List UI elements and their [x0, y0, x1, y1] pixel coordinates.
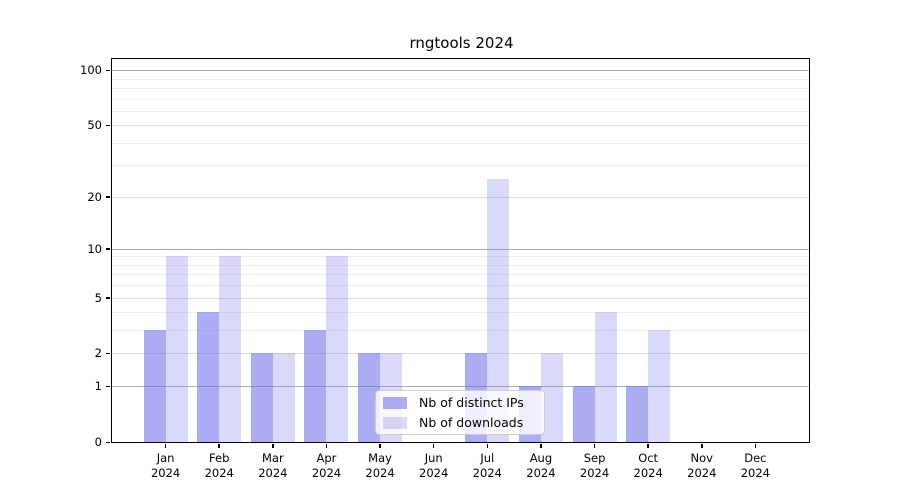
bar-downloads	[648, 330, 671, 442]
x-tick-year: 2024	[633, 466, 663, 480]
y-tick-label: 0	[94, 435, 102, 449]
plot-area: 0 1 2 5 10 20 50 100 Jan 2024 Feb 2024 Mar 2024 Apr 202…	[80, 58, 810, 480]
legend-entry-downloads: Nb of downloads	[383, 415, 544, 430]
gridline-minor	[112, 78, 809, 80]
gridline-minor	[112, 312, 809, 314]
y-tick-label: 1	[94, 379, 102, 394]
gridline-minor	[112, 256, 809, 258]
x-tick-mark	[540, 443, 542, 448]
y-tick-mark	[106, 69, 111, 72]
x-tick-year: 2024	[526, 466, 556, 480]
x-tick-label: Jan 2024	[134, 451, 198, 481]
y-tick-mark	[106, 297, 111, 299]
legend-label-distinct-ips: Nb of distinct IPs	[419, 395, 524, 410]
legend: Nb of distinct IPs Nb of downloads	[375, 390, 545, 435]
x-tick-label: Apr 2024	[294, 451, 358, 481]
x-tick-mark	[754, 443, 757, 448]
bar-downloads	[594, 312, 617, 442]
bar-distinct-ips	[304, 330, 327, 442]
gridline-minor	[112, 110, 809, 112]
x-tick-label: Nov 2024	[670, 451, 734, 481]
y-tick-mark	[106, 196, 111, 198]
x-tick-mark	[701, 443, 703, 448]
x-tick-mark	[432, 443, 435, 448]
y-tick-mark	[106, 248, 111, 250]
x-tick-year: 2024	[365, 466, 395, 480]
bar-distinct-ips	[572, 386, 595, 442]
x-tick-label: Aug 2024	[509, 451, 573, 481]
bar-distinct-ips	[197, 312, 220, 442]
y-tick-label: 5	[94, 290, 102, 305]
legend-label-downloads: Nb of downloads	[419, 415, 524, 430]
x-tick-mark	[325, 443, 328, 448]
gridline-minor	[112, 285, 809, 287]
bar-distinct-ips	[250, 353, 273, 442]
x-tick-mark	[647, 443, 649, 448]
gridline-minor	[112, 87, 809, 89]
x-tick-year: 2024	[579, 466, 610, 480]
y-tick-label: 100	[80, 63, 102, 78]
bar-distinct-ips	[358, 353, 381, 442]
bar-downloads	[540, 353, 563, 442]
gridline-major	[112, 125, 809, 127]
x-tick-mark	[593, 443, 596, 448]
x-tick-label: May 2024	[348, 451, 412, 481]
x-tick-year: 2024	[204, 466, 234, 480]
gridline-minor	[112, 98, 809, 100]
y-tick-label: 20	[87, 189, 102, 204]
y-tick-mark	[106, 124, 111, 127]
legend-swatch-downloads	[383, 416, 407, 429]
x-tick-mark	[218, 443, 220, 448]
gridline-minor	[112, 274, 809, 276]
bar-downloads	[165, 256, 188, 442]
gridline-major	[112, 353, 809, 355]
x-tick-label: Dec 2024	[723, 451, 787, 481]
gridline-major	[112, 70, 809, 72]
y-tick-mark	[106, 385, 111, 388]
gridline-minor	[112, 142, 809, 144]
y-tick-mark	[106, 441, 111, 443]
chart-title: rngtools 2024	[409, 34, 514, 52]
x-tick-year: 2024	[258, 466, 288, 480]
x-tick-year: 2024	[150, 466, 181, 480]
bar-distinct-ips	[626, 386, 649, 442]
x-tick-year: 2024	[311, 466, 342, 480]
x-tick-mark	[272, 443, 274, 448]
x-tick-label: Jul 2024	[455, 451, 519, 481]
x-tick-mark	[379, 443, 381, 448]
x-tick-year: 2024	[687, 466, 717, 480]
y-tick-label: 10	[87, 241, 102, 256]
x-tick-mark	[486, 443, 489, 448]
legend-entry-distinct-ips: Nb of distinct IPs	[383, 395, 544, 410]
gridline-major	[112, 297, 809, 299]
bar-distinct-ips	[143, 330, 166, 442]
legend-swatch-distinct-ips	[383, 396, 407, 409]
x-tick-mark	[164, 443, 167, 448]
y-tick-label: 2	[94, 346, 102, 361]
x-tick-label: Oct 2024	[616, 451, 680, 481]
gridline-minor	[112, 165, 809, 167]
gridline-major	[112, 386, 809, 388]
x-tick-label: Jun 2024	[402, 451, 466, 481]
x-tick-label: Mar 2024	[241, 451, 305, 481]
y-tick-label: 50	[87, 118, 102, 133]
x-tick-year: 2024	[740, 466, 771, 480]
bar-downloads	[326, 256, 349, 442]
y-tick-mark	[106, 352, 111, 355]
gridline-minor	[112, 264, 809, 266]
x-tick-label: Feb 2024	[187, 451, 251, 481]
bar-downloads	[487, 179, 510, 442]
x-tick-label: Sep 2024	[563, 451, 627, 481]
x-tick-year: 2024	[472, 466, 502, 480]
gridline-major	[112, 196, 809, 198]
bar-downloads	[219, 256, 242, 442]
x-tick-year: 2024	[419, 466, 449, 480]
gridline-major	[112, 248, 809, 250]
gridline-minor	[112, 330, 809, 332]
bar-downloads	[272, 353, 295, 442]
